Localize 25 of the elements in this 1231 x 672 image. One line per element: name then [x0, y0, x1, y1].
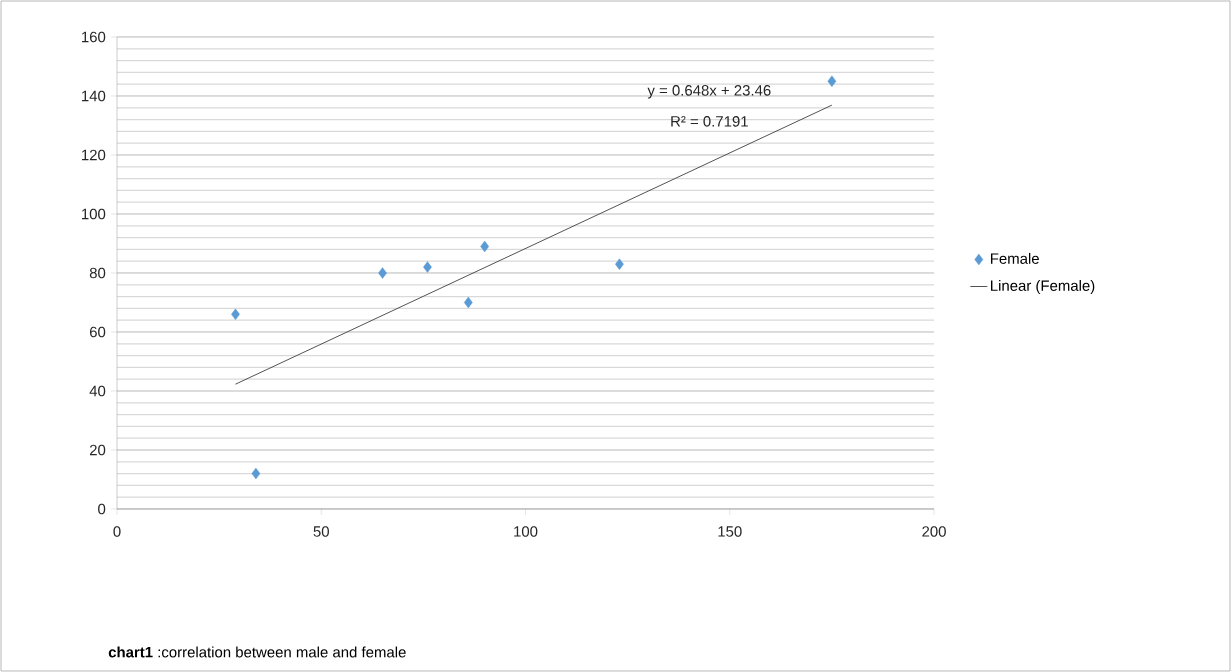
y-tick-label: 100: [82, 208, 106, 220]
annotation: R² = 0.7191: [671, 116, 748, 127]
x-tick-label: 100: [514, 526, 538, 537]
point: [615, 258, 624, 270]
text: chart1 :correlation between male and female: [108, 646, 406, 658]
y-tick-label: 40: [89, 385, 106, 397]
y-tick-label: 0: [98, 503, 106, 515]
legend-label: Female: [990, 252, 1039, 264]
x-tick-label: 150: [718, 526, 742, 537]
x-tick-label: 200: [922, 526, 946, 537]
y-tick-label: 60: [89, 326, 106, 338]
point: [251, 467, 261, 480]
point: [423, 261, 432, 273]
point: [231, 308, 240, 320]
y-tick-label: 20: [89, 444, 106, 456]
x-tick-label: 0: [113, 526, 121, 537]
y-tick-label: 120: [82, 149, 106, 161]
point: [378, 267, 387, 279]
y-tick-label: 80: [89, 267, 106, 279]
legend-label: Linear (Female): [990, 279, 1095, 294]
x-tick-label: 50: [313, 526, 329, 537]
point: [827, 75, 837, 87]
annotation: y = 0.648x + 23.46: [647, 85, 771, 99]
y-tick-label: 160: [82, 31, 106, 43]
y-tick-label: 140: [82, 90, 106, 102]
